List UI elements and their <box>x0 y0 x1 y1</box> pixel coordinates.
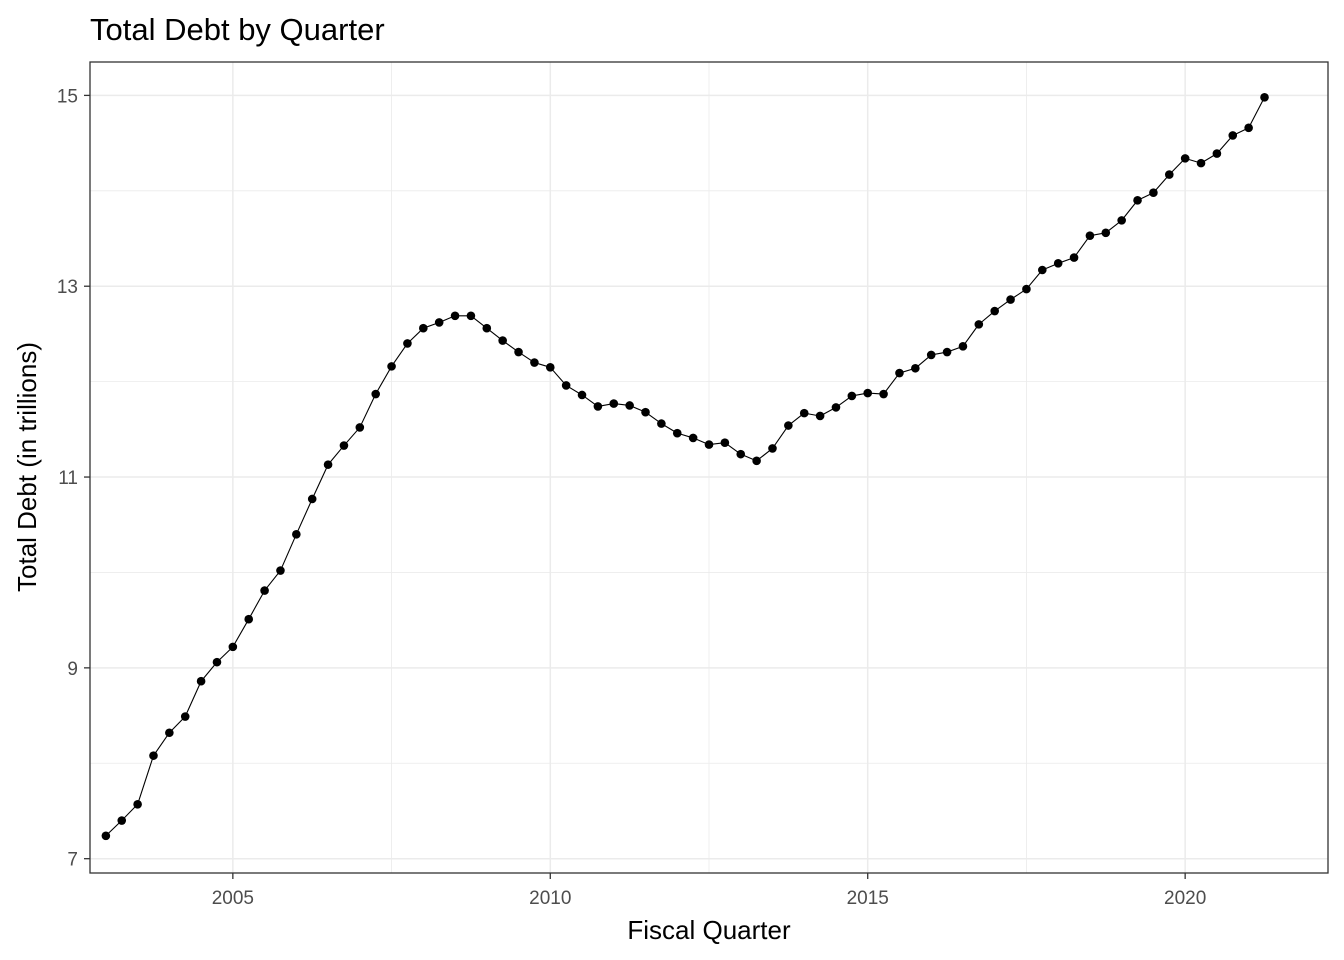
x-axis: 2005 2010 2015 2020 <box>212 873 1206 909</box>
data-point <box>244 614 254 624</box>
data-point <box>895 368 904 378</box>
data-point <box>784 421 793 430</box>
data-point <box>371 389 380 399</box>
data-point <box>720 438 730 447</box>
data-point <box>307 494 317 504</box>
data-point <box>1212 149 1222 158</box>
data-point <box>292 529 301 539</box>
data-point <box>577 390 587 400</box>
y-axis: 7 9 11 13 15 <box>57 86 90 871</box>
data-point <box>276 566 285 575</box>
x-tick-label: 2020 <box>1164 888 1206 909</box>
x-tick-label: 2010 <box>529 888 571 909</box>
data-point <box>990 306 999 316</box>
data-point <box>1260 93 1269 102</box>
data-point <box>1053 259 1063 268</box>
data-point <box>514 347 523 357</box>
data-point <box>228 642 238 652</box>
data-point <box>196 676 206 686</box>
data-point <box>752 456 761 466</box>
data-point <box>339 441 349 450</box>
data-point <box>545 363 555 372</box>
data-point <box>355 423 365 432</box>
data-point <box>1101 228 1111 238</box>
data-point <box>323 460 333 469</box>
data-point <box>466 311 476 321</box>
data-point <box>641 407 650 417</box>
data-point <box>1006 295 1015 304</box>
x-tick-label: 2005 <box>212 888 254 909</box>
x-axis-title: Fiscal Quarter <box>627 915 791 945</box>
x-tick-label: 2015 <box>847 888 889 909</box>
data-point <box>403 339 412 348</box>
data-point <box>863 388 873 398</box>
data-point <box>498 336 507 345</box>
data-point <box>1133 196 1142 205</box>
minor-gridlines <box>90 62 1328 873</box>
data-point <box>117 816 127 825</box>
data-point <box>260 586 269 595</box>
data-point <box>815 411 825 421</box>
plot-panel <box>89 61 1329 874</box>
data-point <box>180 712 190 721</box>
data-point <box>704 440 714 449</box>
data-point <box>799 408 809 418</box>
y-tick-label: 15 <box>57 86 78 107</box>
data-point <box>831 403 841 412</box>
data-point <box>561 381 571 390</box>
data-point <box>482 323 492 333</box>
y-tick-label: 7 <box>67 850 78 871</box>
data-point <box>434 318 444 327</box>
major-gridlines <box>90 62 1328 873</box>
data-point <box>1244 123 1253 133</box>
data-point <box>609 399 619 408</box>
data-point <box>911 363 920 373</box>
data-point <box>1038 265 1047 275</box>
data-point <box>101 831 111 841</box>
data-point <box>593 402 603 411</box>
data-point <box>1164 170 1174 179</box>
data-point <box>1022 284 1031 294</box>
data-point <box>165 728 174 738</box>
data-point <box>1180 154 1190 163</box>
data-point <box>657 419 666 428</box>
y-tick-label: 13 <box>57 277 78 298</box>
data-point <box>974 320 984 329</box>
data-point <box>926 350 936 360</box>
data-point <box>1085 231 1095 240</box>
data-point <box>688 433 698 443</box>
series-points-group <box>101 93 1269 841</box>
y-tick-label: 9 <box>67 659 78 680</box>
data-point <box>387 362 396 371</box>
data-point <box>879 389 888 399</box>
data-point <box>1117 216 1126 225</box>
data-point <box>149 751 158 760</box>
data-point <box>958 342 968 351</box>
panel-border <box>89 61 1329 874</box>
data-point <box>942 347 952 357</box>
data-point <box>1149 188 1158 198</box>
y-tick-label: 11 <box>58 468 78 489</box>
data-point <box>672 428 682 438</box>
data-point <box>1228 131 1238 140</box>
data-point <box>768 444 777 453</box>
data-point <box>625 401 634 410</box>
data-point <box>419 323 428 333</box>
data-point <box>212 657 222 667</box>
data-point <box>847 391 857 401</box>
y-axis-title: Total Debt (in trillions) <box>12 342 42 592</box>
data-point <box>1196 158 1206 168</box>
data-point <box>1069 253 1079 262</box>
data-point <box>736 449 746 459</box>
data-point <box>450 311 460 321</box>
chart-title: Total Debt by Quarter <box>90 12 385 47</box>
data-point <box>133 800 142 809</box>
data-point <box>530 358 539 367</box>
